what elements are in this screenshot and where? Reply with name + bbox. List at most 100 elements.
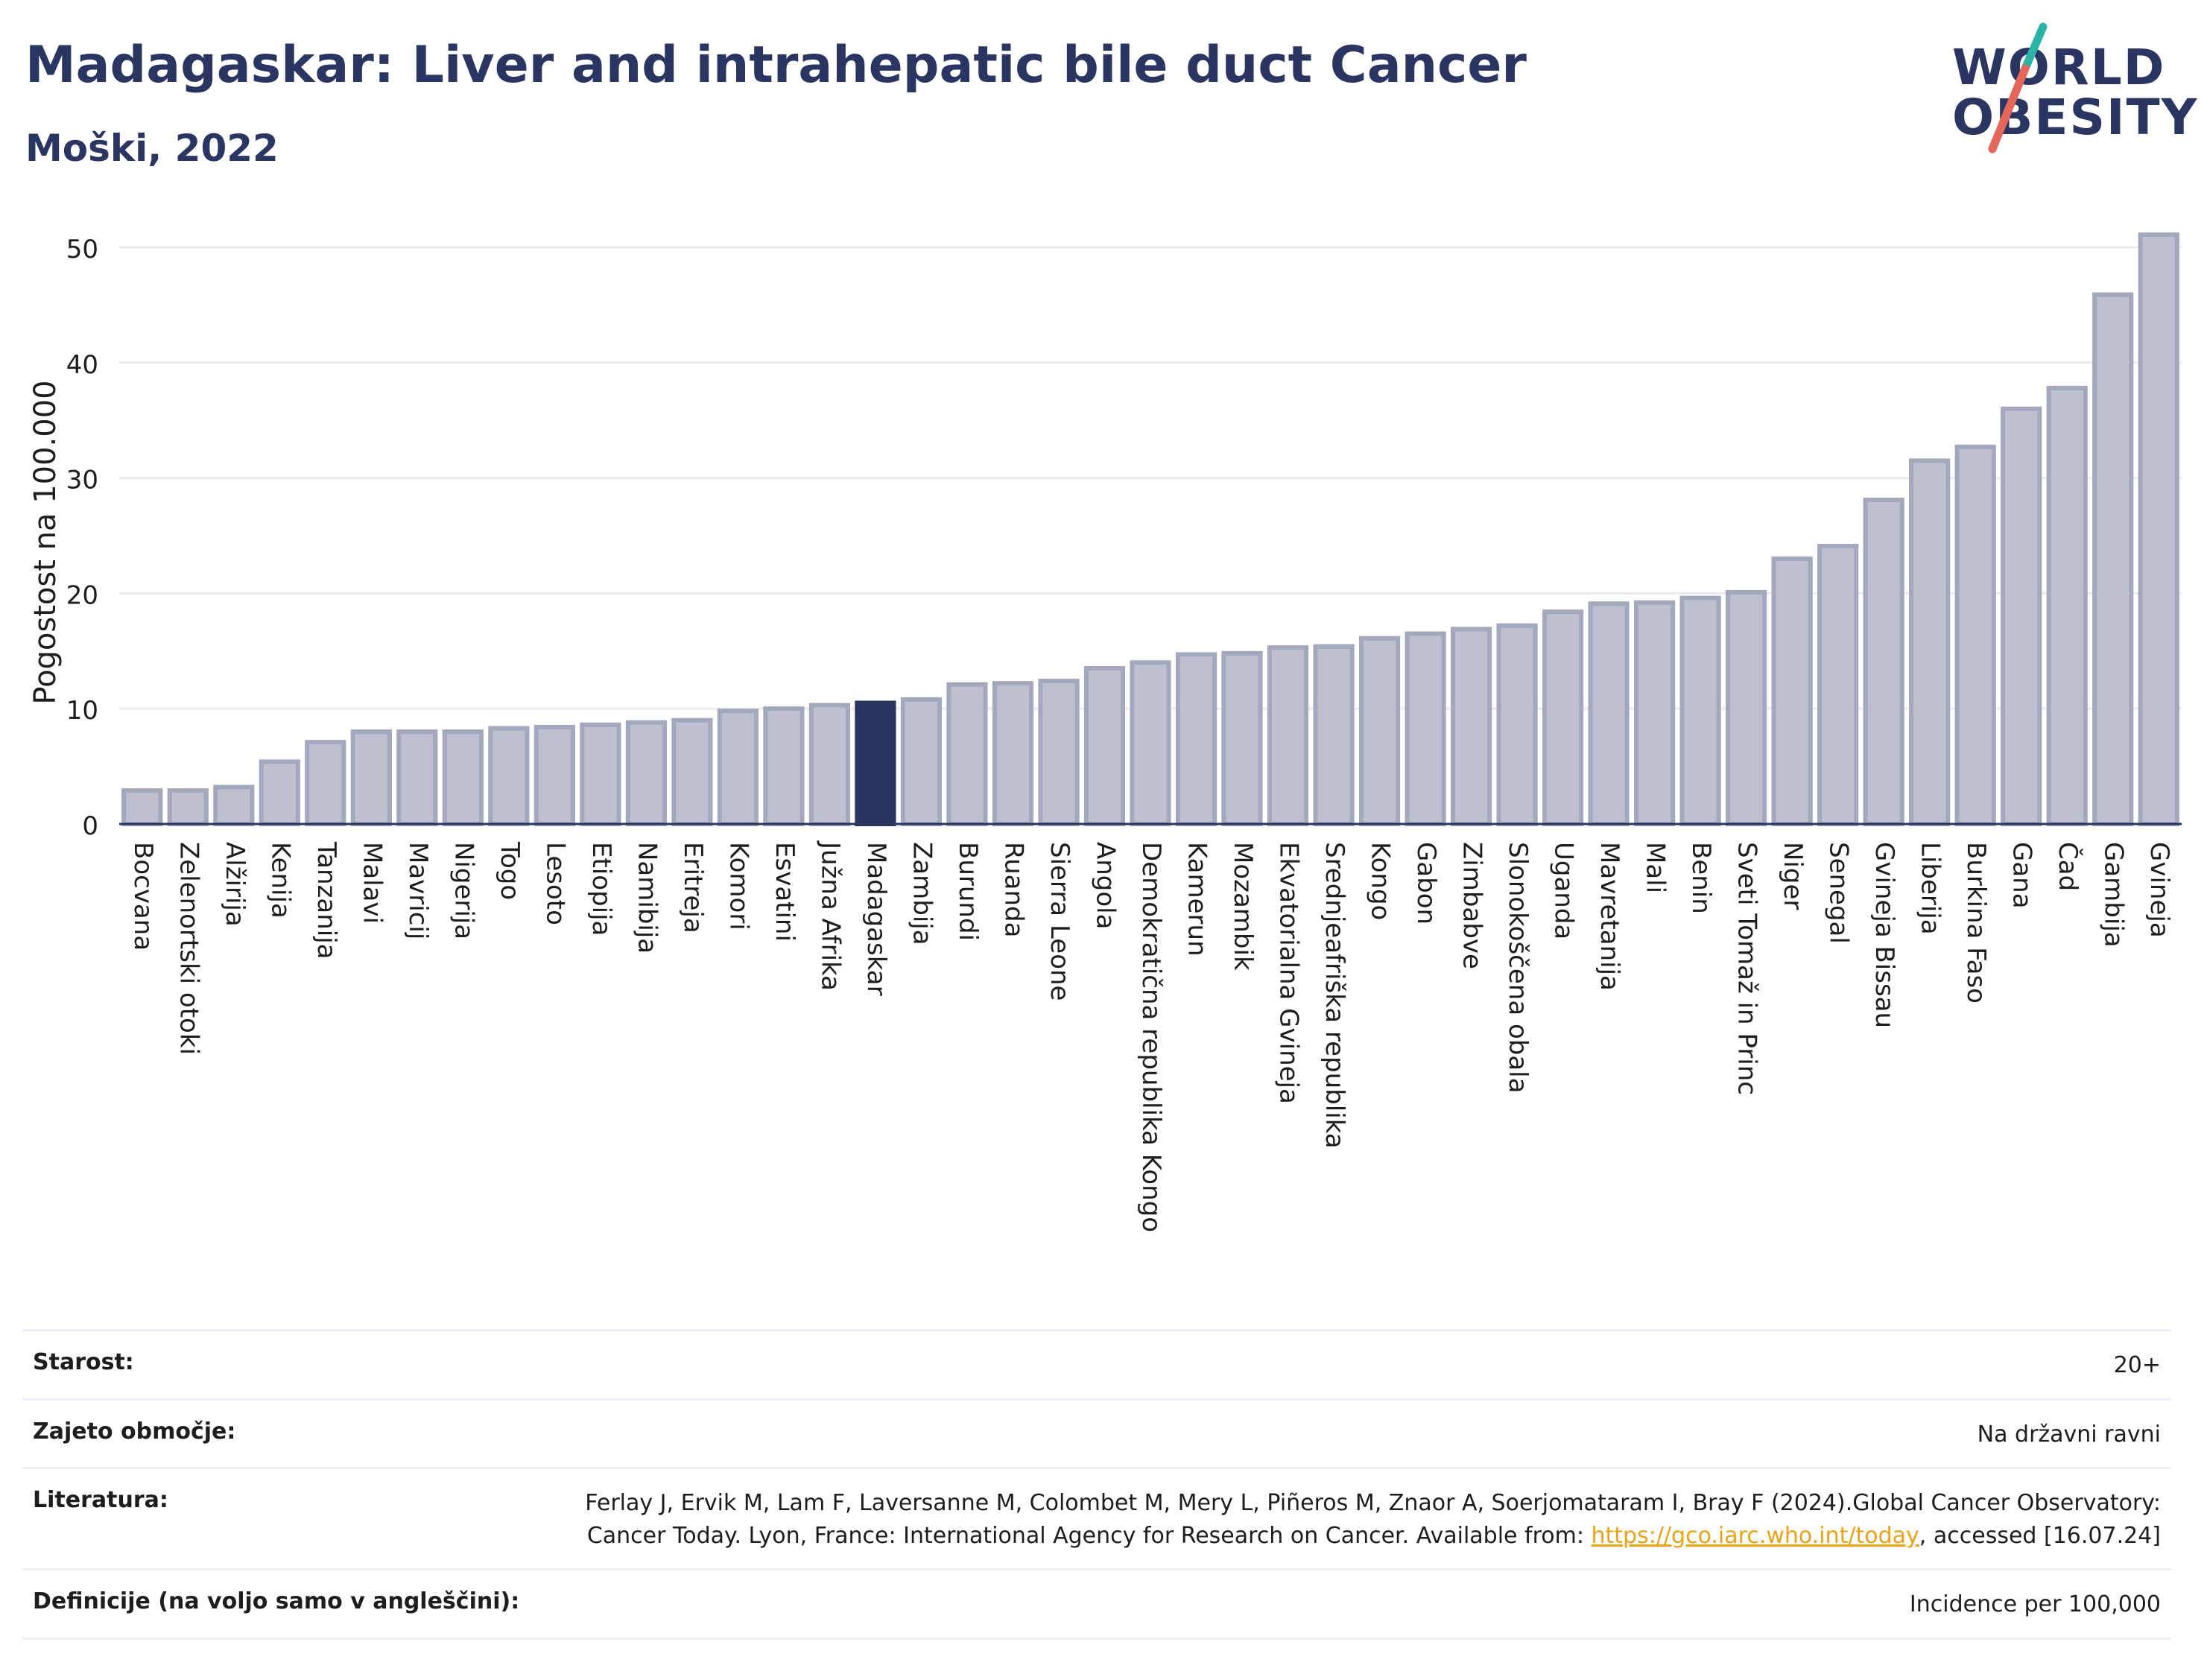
y-axis-label: Pogostost na 100.000 <box>28 380 63 704</box>
bar-15[interactable] <box>808 703 851 827</box>
info-value-literature: Ferlay J, Ervik M, Lam F, Laversanne M, … <box>507 1487 2161 1552</box>
info-label-age: Starost: <box>33 1349 134 1375</box>
bar-12[interactable] <box>671 717 713 826</box>
bar-34[interactable] <box>1679 595 1721 826</box>
bar-7[interactable] <box>442 729 484 826</box>
bar-32[interactable] <box>1588 601 1630 826</box>
chart-title: Madagaskar: Liver and intrahepatic bile … <box>25 36 1527 95</box>
source-link[interactable]: https://gco.iarc.who.int/today <box>1591 1522 1919 1549</box>
info-row-literature: Literatura: Ferlay J, Ervik M, Lam F, La… <box>22 1467 2171 1568</box>
info-value-definitions: Incidence per 100,000 <box>1909 1591 2161 1617</box>
x-tick-label: Gvineja Bissau <box>1869 842 1899 1028</box>
info-table: Starost: 20+ Zajeto območje: Na državni … <box>22 1329 2171 1640</box>
bar-28[interactable] <box>1405 631 1446 827</box>
bar-18[interactable] <box>946 682 988 827</box>
bar-19[interactable] <box>992 681 1034 826</box>
bar-17[interactable] <box>900 697 943 826</box>
bar-36[interactable] <box>1771 556 1813 826</box>
x-tick-label: Sierra Leone <box>1045 842 1074 1001</box>
x-tick-label: Kenija <box>265 842 295 919</box>
info-value-age: 20+ <box>2113 1352 2161 1378</box>
x-tick-label: Namibija <box>632 842 662 954</box>
x-tick-label: Benin <box>1686 842 1716 914</box>
bar-22[interactable] <box>1130 660 1171 827</box>
bar-3[interactable] <box>259 759 300 827</box>
bar-29[interactable] <box>1450 627 1492 826</box>
bar-26[interactable] <box>1313 644 1355 826</box>
x-tick-label: Madagaskar <box>861 842 891 996</box>
x-tick-label: Uganda <box>1549 842 1579 939</box>
info-value-coverage: Na državni ravni <box>1977 1421 2161 1448</box>
y-tick-label: 40 <box>66 350 98 380</box>
y-tick-label: 30 <box>66 466 98 495</box>
x-tick-label: Alžirija <box>220 842 250 927</box>
x-axis-ticks: Bocvana Zelenortski otoki Alžirija Kenija Ta… <box>128 840 2174 1232</box>
x-tick-label: Etiopija <box>586 842 616 936</box>
x-tick-label: Ekvatorialna Gvineja <box>1274 842 1304 1104</box>
x-tick-label: Zambija <box>907 842 937 945</box>
x-tick-label: Eritreja <box>678 842 708 933</box>
x-tick-label: Slonokoščena obala <box>1503 842 1533 1093</box>
bar-33[interactable] <box>1634 600 1676 826</box>
bar-31[interactable] <box>1542 609 1584 827</box>
bar-14[interactable] <box>763 706 805 827</box>
x-tick-label: Togo <box>495 841 525 900</box>
bar-30[interactable] <box>1496 623 1538 827</box>
x-tick-label: Burkina Faso <box>1961 842 1991 1004</box>
literature-accessed: , accessed [16.07.24] <box>1919 1522 2161 1549</box>
bar-44[interactable] <box>2138 232 2179 827</box>
bar-16[interactable] <box>855 700 896 827</box>
bar-35[interactable] <box>1726 589 1767 826</box>
bar-38[interactable] <box>1863 498 1904 826</box>
bar-24[interactable] <box>1221 650 1263 826</box>
chart-subtitle: Moški, 2022 <box>25 127 279 170</box>
x-tick-label: Mavricij <box>403 842 433 939</box>
bar-40[interactable] <box>1954 444 1996 826</box>
x-tick-label: Kamerun <box>1182 842 1212 957</box>
literature-text: Ferlay J, Ervik M, Lam F, Laversanne M, … <box>585 1490 2161 1549</box>
x-tick-label: Malavi <box>357 842 387 924</box>
bars <box>121 232 2179 827</box>
bar-23[interactable] <box>1175 652 1217 826</box>
bar-4[interactable] <box>305 740 346 826</box>
x-tick-label: Senegal <box>1824 842 1854 944</box>
bar-chart: 0 10 20 30 40 50 Bocvana Zelenortski otoki Alži… <box>28 232 2182 1232</box>
info-row-age: Starost: 20+ <box>22 1329 2171 1398</box>
bar-37[interactable] <box>1817 543 1859 826</box>
x-tick-label: Gabon <box>1411 842 1441 925</box>
info-label-coverage: Zajeto območje: <box>33 1418 236 1445</box>
bar-27[interactable] <box>1358 635 1401 826</box>
bar-0[interactable] <box>121 788 163 826</box>
x-tick-label: Mavretanija <box>1595 842 1624 991</box>
bar-42[interactable] <box>2046 385 2088 826</box>
bar-10[interactable] <box>580 722 621 827</box>
bar-43[interactable] <box>2092 292 2134 826</box>
bar-11[interactable] <box>625 720 667 826</box>
info-label-definitions: Definicije (na voljo samo v angleščini): <box>33 1588 520 1614</box>
bar-6[interactable] <box>396 729 438 826</box>
x-tick-label: Lesoto <box>540 842 570 925</box>
x-tick-label: Demokratična republika Kongo <box>1136 842 1166 1232</box>
y-axis-ticks: 0 10 20 30 40 50 <box>66 235 98 841</box>
bar-39[interactable] <box>1909 458 1951 826</box>
info-row-coverage: Zajeto območje: Na državni ravni <box>22 1398 2171 1468</box>
bar-8[interactable] <box>488 726 530 826</box>
bar-1[interactable] <box>167 788 209 826</box>
bar-25[interactable] <box>1267 645 1309 826</box>
bar-2[interactable] <box>213 784 255 826</box>
bar-20[interactable] <box>1038 679 1080 826</box>
x-tick-label: Mozambik <box>1228 842 1258 971</box>
info-row-definitions: Definicije (na voljo samo v angleščini):… <box>22 1568 2171 1640</box>
x-tick-label: Sveti Tomaž in Princ <box>1732 842 1762 1095</box>
bar-21[interactable] <box>1083 666 1126 827</box>
x-tick-label: Ruanda <box>998 842 1028 937</box>
bar-41[interactable] <box>2001 406 2042 827</box>
x-tick-label: Gvineja <box>2144 842 2174 938</box>
world-obesity-logo[interactable]: WORLD OBESITY <box>1937 22 2197 164</box>
bar-5[interactable] <box>350 729 392 826</box>
x-tick-label: Kongo <box>1366 842 1396 920</box>
logo-slash-icon <box>1988 22 2048 153</box>
bar-13[interactable] <box>717 709 759 827</box>
x-tick-label: Mali <box>1641 842 1671 893</box>
bar-9[interactable] <box>533 724 575 827</box>
